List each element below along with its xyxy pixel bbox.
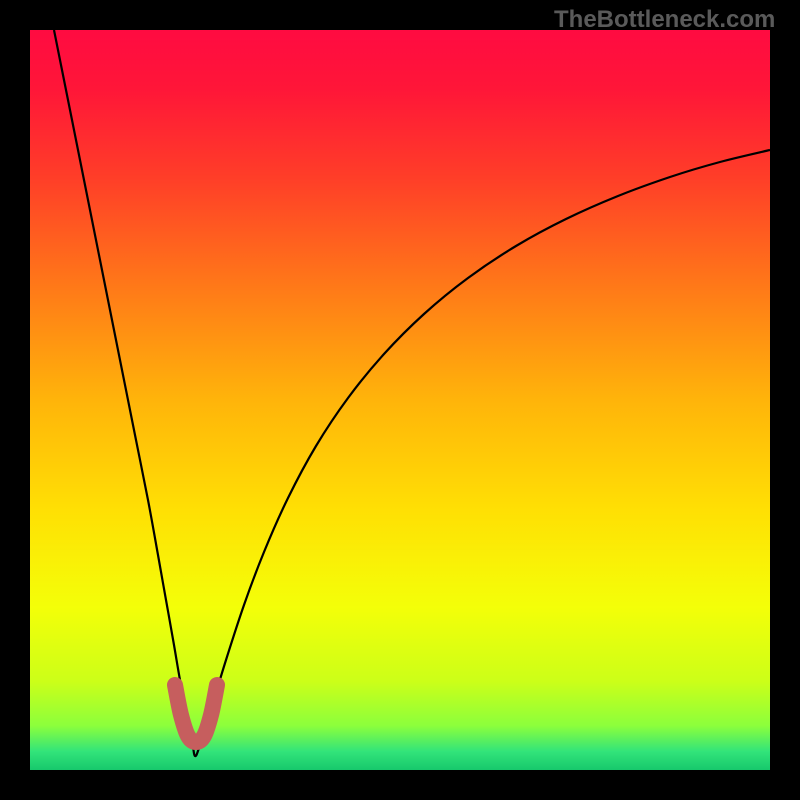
bottleneck-chart (0, 0, 800, 800)
plot-background (30, 30, 770, 770)
watermark-text: TheBottleneck.com (554, 6, 775, 34)
